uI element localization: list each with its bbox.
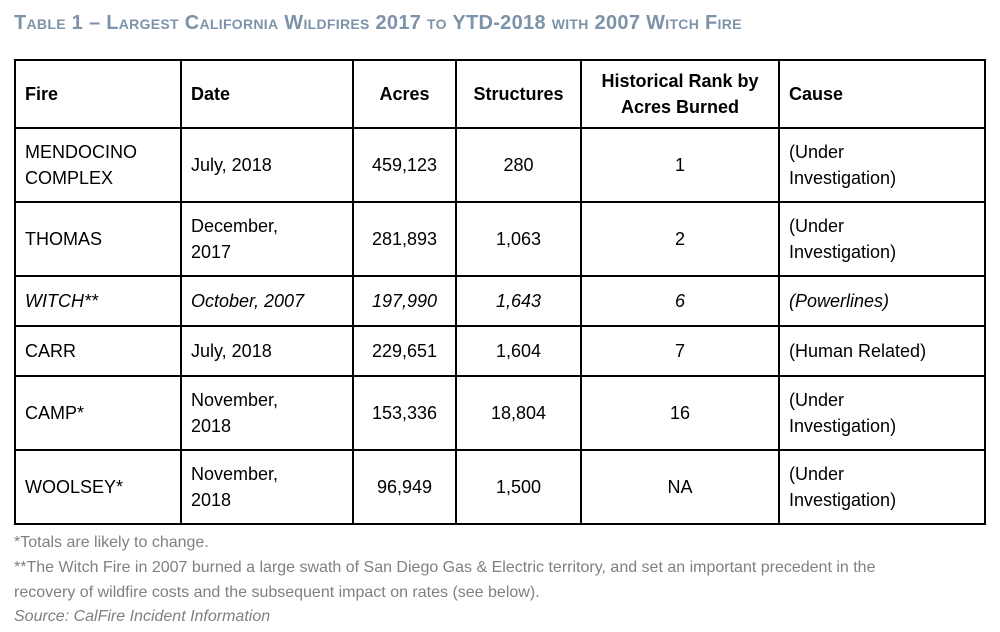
footnotes-block: *Totals are likely to change. **The Witc… bbox=[14, 531, 986, 630]
cell-rank: 6 bbox=[580, 275, 780, 327]
cell-cause: (Human Related) bbox=[778, 325, 986, 377]
cell-fire: CAMP* bbox=[14, 375, 182, 451]
col-header-date: Date bbox=[180, 59, 354, 129]
cell-acres: 96,949 bbox=[352, 449, 457, 525]
cell-structures: 1,500 bbox=[455, 449, 582, 525]
table-row-mendocino-complex: MENDOCINO COMPLEX July, 2018 459,123 280… bbox=[14, 127, 986, 203]
cell-fire: THOMAS bbox=[14, 201, 182, 277]
cell-acres: 153,336 bbox=[352, 375, 457, 451]
table-row-camp: CAMP* November, 2018 153,336 18,804 16 (… bbox=[14, 375, 986, 451]
table-row-woolsey: WOOLSEY* November, 2018 96,949 1,500 NA … bbox=[14, 449, 986, 525]
cell-date: November, 2018 bbox=[180, 375, 354, 451]
table-title: Table 1 – Largest California Wildfires 2… bbox=[14, 12, 742, 34]
cell-structures: 1,604 bbox=[455, 325, 582, 377]
cell-rank: 2 bbox=[580, 201, 780, 277]
footnote-witch-fire: **The Witch Fire in 2007 burned a large … bbox=[14, 558, 876, 601]
cell-rank: 7 bbox=[580, 325, 780, 377]
cell-structures: 280 bbox=[455, 127, 582, 203]
cell-date: December, 2017 bbox=[180, 201, 354, 277]
cell-date: July, 2018 bbox=[180, 127, 354, 203]
cell-fire: CARR bbox=[14, 325, 182, 377]
cell-structures: 18,804 bbox=[455, 375, 582, 451]
cell-structures: 1,643 bbox=[455, 275, 582, 327]
cell-cause: (Under Investigation) bbox=[778, 375, 986, 451]
cell-acres: 281,893 bbox=[352, 201, 457, 277]
col-header-structures: Structures bbox=[455, 59, 582, 129]
col-header-fire: Fire bbox=[14, 59, 182, 129]
cell-acres: 459,123 bbox=[352, 127, 457, 203]
cell-cause: (Under Investigation) bbox=[778, 127, 986, 203]
col-header-historical-rank: Historical Rank by Acres Burned bbox=[580, 59, 780, 129]
cell-rank: 1 bbox=[580, 127, 780, 203]
table-row-witch: WITCH** October, 2007 197,990 1,643 6 (P… bbox=[14, 275, 986, 327]
cell-cause: (Powerlines) bbox=[778, 275, 986, 327]
cell-rank: 16 bbox=[580, 375, 780, 451]
footnote-totals: *Totals are likely to change. bbox=[14, 534, 209, 551]
cell-cause: (Under Investigation) bbox=[778, 201, 986, 277]
cell-acres: 229,651 bbox=[352, 325, 457, 377]
cell-fire: WOOLSEY* bbox=[14, 449, 182, 525]
source-line: Source: CalFire Incident Information bbox=[14, 608, 271, 626]
cell-cause: (Under Investigation) bbox=[778, 449, 986, 525]
header-row: Fire Date Acres Structures Historical Ra… bbox=[14, 59, 986, 129]
cell-date: November, 2018 bbox=[180, 449, 354, 525]
table-row-carr: CARR July, 2018 229,651 1,604 7 (Human R… bbox=[14, 325, 986, 377]
cell-structures: 1,063 bbox=[455, 201, 582, 277]
col-header-cause: Cause bbox=[778, 59, 986, 129]
cell-date: October, 2007 bbox=[180, 275, 354, 327]
table-row-thomas: THOMAS December, 2017 281,893 1,063 2 (U… bbox=[14, 201, 986, 277]
cell-rank: NA bbox=[580, 449, 780, 525]
wildfire-table: Fire Date Acres Structures Historical Ra… bbox=[14, 59, 986, 525]
col-header-acres: Acres bbox=[352, 59, 457, 129]
cell-date: July, 2018 bbox=[180, 325, 354, 377]
cell-fire: WITCH** bbox=[14, 275, 182, 327]
cell-fire: MENDOCINO COMPLEX bbox=[14, 127, 182, 203]
cell-acres: 197,990 bbox=[352, 275, 457, 327]
